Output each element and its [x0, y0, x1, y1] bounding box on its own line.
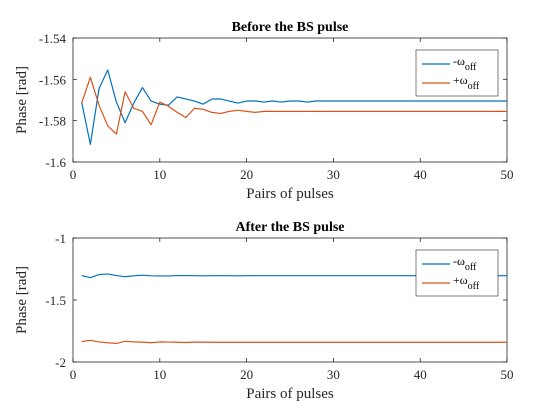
x-axis-label: Pairs of pulses: [246, 186, 334, 202]
x-tick-label: 40: [414, 367, 427, 382]
legend-label-base: +ω: [453, 273, 468, 287]
x-tick-label: 50: [501, 167, 514, 182]
legend-box: [415, 49, 499, 97]
x-tick-label: 50: [501, 367, 514, 382]
y-tick-label: -1.5: [45, 293, 66, 308]
legend-label: -ωoff: [453, 54, 477, 73]
legend-label-sub: off: [465, 62, 477, 73]
x-tick-label: 0: [70, 167, 77, 182]
x-tick-label: 20: [240, 167, 253, 182]
legend-label-base: -ω: [453, 54, 465, 68]
x-tick-label: 0: [70, 367, 77, 382]
chart-2: 0 10 20 30 40 50 -1 -1.5 -2 After the BS pulse Pai…: [14, 220, 514, 402]
chart-title: Before the BS pulse: [232, 20, 349, 35]
chart-title: After the BS pulse: [235, 220, 344, 235]
x-tick-label: 20: [240, 367, 253, 382]
series-line-2: [81, 76, 507, 135]
series-line-1: [81, 69, 507, 146]
y-tick-label: -2: [55, 355, 66, 370]
legend-label-base: -ω: [453, 254, 465, 268]
legend-box: [415, 249, 499, 297]
plot-area: [72, 37, 508, 163]
legend-label: +ωoff: [453, 73, 480, 92]
y-tick-label: -1.58: [39, 114, 66, 129]
legend-label-sub: off: [465, 262, 477, 273]
legend-label-sub: off: [468, 81, 480, 92]
y-tick-label: -1.6: [45, 155, 66, 170]
x-tick-label: 10: [153, 167, 166, 182]
y-tick-label: -1.56: [39, 72, 67, 87]
x-tick-label: 40: [414, 167, 427, 182]
x-tick-label: 30: [327, 167, 340, 182]
legend: -ωoff+ωoff: [415, 49, 499, 97]
legend-label: -ωoff: [453, 254, 477, 273]
x-axis-label: Pairs of pulses: [246, 386, 334, 402]
x-tick-label: 30: [327, 367, 340, 382]
legend-label-sub: off: [468, 281, 480, 292]
legend-label-base: +ω: [453, 73, 468, 87]
y-axis-label: Phase [rad]: [14, 266, 30, 334]
chart-1: 0 10 20 30 40 50 -1.54 -1.56 -1.58 -1.6 Before the…: [14, 20, 514, 202]
y-axis-label: Phase [rad]: [14, 66, 30, 134]
x-tick-label: 10: [153, 367, 166, 382]
y-tick-label: -1: [55, 231, 66, 246]
legend-label: +ωoff: [453, 273, 480, 292]
series-line-2: [81, 339, 507, 344]
legend: -ωoff+ωoff: [415, 249, 499, 297]
y-tick-label: -1.54: [39, 31, 67, 46]
